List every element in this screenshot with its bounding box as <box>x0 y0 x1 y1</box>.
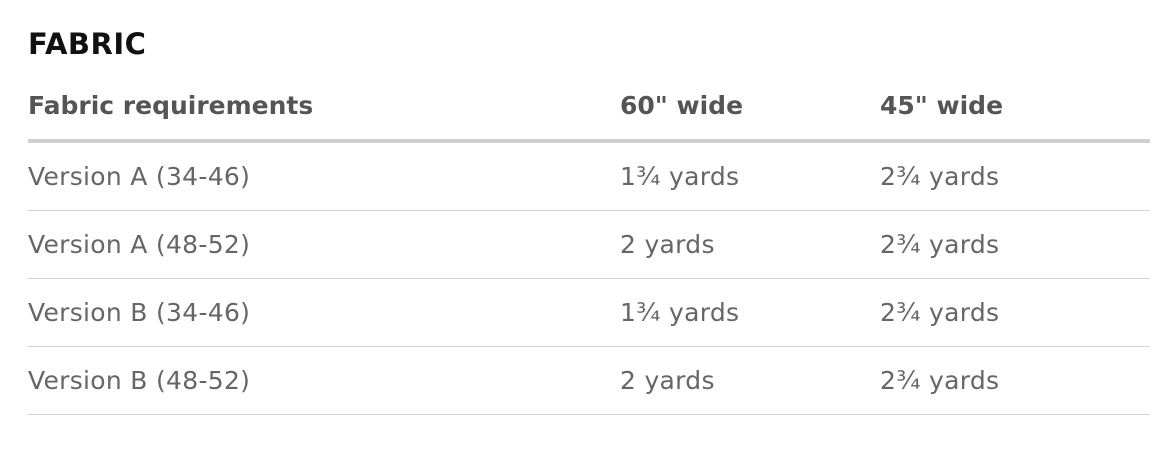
fabric-requirements-table: Fabric requirements 60" wide 45" wide Ve… <box>28 72 1150 415</box>
cell-45-wide: 2¾ yards <box>880 346 1150 415</box>
table-row: Version B (34-46) 1¾ yards 2¾ yards <box>28 278 1150 347</box>
cell-60-wide: 2 yards <box>620 346 880 415</box>
table-header-row: Fabric requirements 60" wide 45" wide <box>28 72 1150 143</box>
cell-60-wide: 2 yards <box>620 210 880 279</box>
table-row: Version A (48-52) 2 yards 2¾ yards <box>28 210 1150 279</box>
cell-45-wide: 2¾ yards <box>880 278 1150 347</box>
cell-version: Version B (48-52) <box>28 346 620 415</box>
table-row: Version A (34-46) 1¾ yards 2¾ yards <box>28 141 1150 211</box>
cell-version: Version A (34-46) <box>28 141 620 211</box>
cell-60-wide: 1¾ yards <box>620 278 880 347</box>
section-title: FABRIC <box>28 27 147 61</box>
cell-45-wide: 2¾ yards <box>880 210 1150 279</box>
cell-45-wide: 2¾ yards <box>880 141 1150 211</box>
header-60-wide: 60" wide <box>620 72 880 143</box>
table-row: Version B (48-52) 2 yards 2¾ yards <box>28 346 1150 415</box>
header-fabric-requirements: Fabric requirements <box>28 72 620 143</box>
header-45-wide: 45" wide <box>880 72 1150 143</box>
cell-version: Version A (48-52) <box>28 210 620 279</box>
cell-60-wide: 1¾ yards <box>620 141 880 211</box>
cell-version: Version B (34-46) <box>28 278 620 347</box>
